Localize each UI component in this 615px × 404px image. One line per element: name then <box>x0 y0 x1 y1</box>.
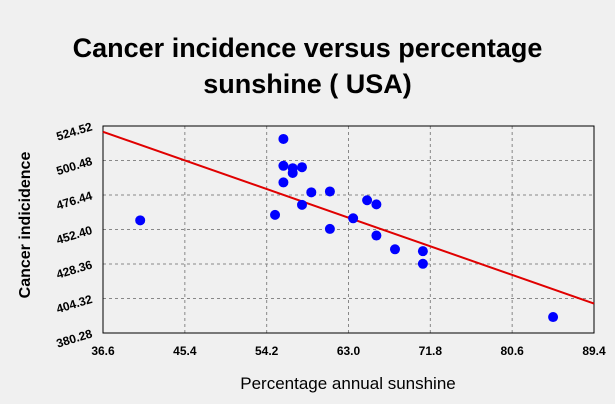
data-point <box>278 133 289 144</box>
y-tick-labels: 380.28 404.32 428.36 452.40 476.44 500.48 524.… <box>55 119 95 350</box>
y-tick-label: 524.52 <box>55 119 95 143</box>
data-point <box>324 186 335 197</box>
x-tick-label: 54.2 <box>255 344 279 358</box>
chart-title-line-2: sunshine ( USA) <box>203 69 412 99</box>
data-point <box>135 215 146 226</box>
chart-title: Cancer incidence versus percentage sunsh… <box>0 30 615 102</box>
x-tick-labels: 36.6 45.4 54.2 63.0 71.8 80.6 89.4 <box>91 344 606 358</box>
x-tick-label: 36.6 <box>91 344 115 358</box>
y-axis-label: Cancer indicidence <box>17 152 34 299</box>
grid-lines <box>103 126 594 333</box>
y-tick-label: 380.28 <box>55 326 95 350</box>
data-point <box>297 199 308 210</box>
data-point <box>348 213 359 224</box>
data-point <box>278 160 289 171</box>
x-axis-label: Percentage annual sunshine <box>240 374 456 393</box>
data-point <box>306 187 317 198</box>
chart-title-line-1: Cancer incidence versus percentage <box>72 33 543 63</box>
x-tick-label: 63.0 <box>337 344 361 358</box>
data-point <box>417 246 428 257</box>
data-point <box>270 209 281 220</box>
data-point <box>278 177 289 188</box>
data-point <box>371 199 382 210</box>
x-tick-label: 80.6 <box>500 344 524 358</box>
data-point <box>324 223 335 234</box>
y-tick-label: 476.44 <box>55 188 95 212</box>
data-points <box>135 133 559 323</box>
data-point <box>548 312 559 323</box>
data-point <box>389 244 400 255</box>
y-tick-label: 500.48 <box>55 154 95 178</box>
y-tick-label: 452.40 <box>55 223 95 247</box>
data-point <box>287 163 298 174</box>
data-point <box>417 258 428 269</box>
x-tick-label: 71.8 <box>419 344 443 358</box>
data-point <box>371 230 382 241</box>
x-tick-label: 45.4 <box>173 344 197 358</box>
y-tick-label: 428.36 <box>55 257 95 281</box>
data-point <box>297 162 308 173</box>
data-point <box>362 195 373 206</box>
x-tick-label: 89.4 <box>582 344 606 358</box>
plot-area-border <box>102 125 595 334</box>
y-tick-label: 404.32 <box>55 292 95 316</box>
